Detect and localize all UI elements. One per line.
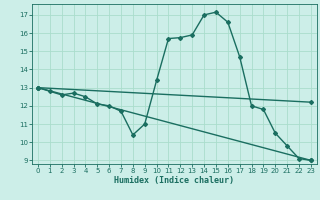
X-axis label: Humidex (Indice chaleur): Humidex (Indice chaleur): [115, 176, 234, 185]
